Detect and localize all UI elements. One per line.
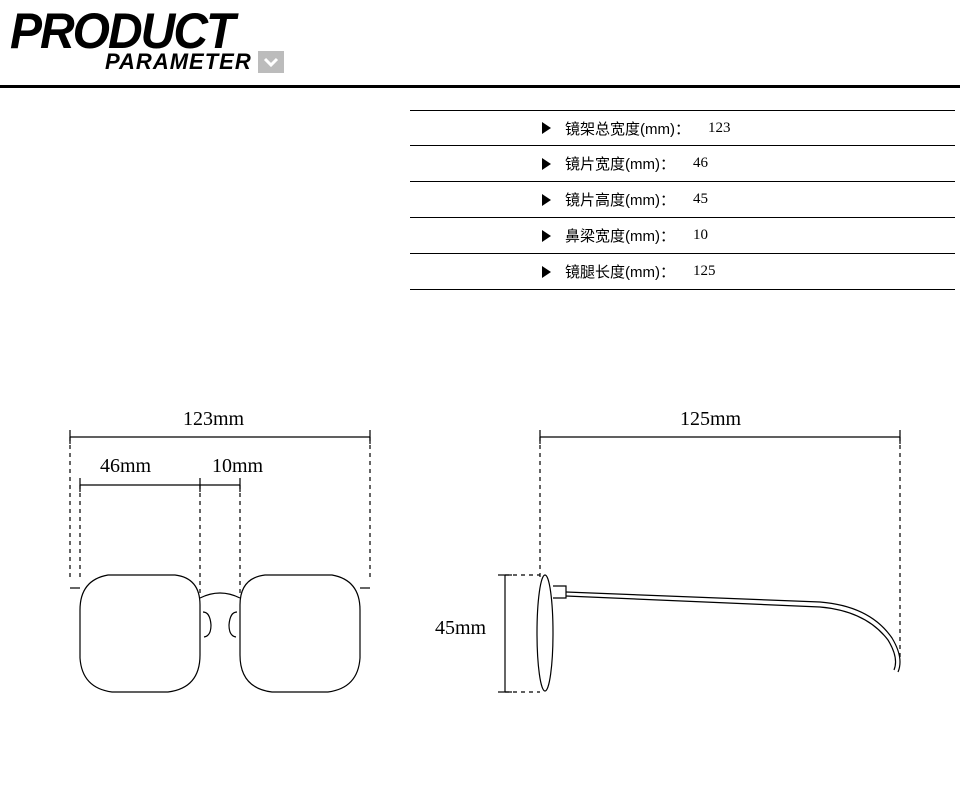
spec-value: 10 — [693, 227, 708, 244]
spec-label: 鼻梁宽度(mm)： — [565, 225, 675, 246]
dimension-diagram: 123mm 46mm 10mm 125mm 45mm — [0, 380, 960, 780]
diagram-svg — [0, 380, 960, 780]
spec-label: 镜架总宽度(mm)： — [565, 118, 690, 139]
frame-width-label: 123mm — [183, 408, 244, 431]
triangle-bullet-icon — [542, 266, 551, 278]
spec-row: 镜片高度(mm)： 45 — [410, 182, 955, 218]
bridge-width-label: 10mm — [212, 455, 263, 478]
title-product: PRODUCT — [10, 9, 960, 54]
lens-height-label: 45mm — [435, 617, 486, 640]
spec-row: 镜腿长度(mm)： 125 — [410, 254, 955, 290]
triangle-bullet-icon — [542, 158, 551, 170]
header-divider — [0, 85, 960, 88]
spec-row: 镜架总宽度(mm)： 123 — [410, 110, 955, 146]
triangle-bullet-icon — [542, 122, 551, 134]
chevron-down-icon — [258, 51, 284, 73]
spec-value: 45 — [693, 191, 708, 208]
spec-value: 46 — [693, 155, 708, 172]
spec-label: 镜片高度(mm)： — [565, 189, 675, 210]
lens-width-label: 46mm — [100, 455, 151, 478]
spec-value: 123 — [708, 120, 731, 137]
spec-label: 镜片宽度(mm)： — [565, 153, 675, 174]
spec-value: 125 — [693, 263, 716, 280]
spec-label: 镜腿长度(mm)： — [565, 261, 675, 282]
header-block: PRODUCT PARAMETER — [0, 0, 960, 75]
spec-row: 镜片宽度(mm)： 46 — [410, 146, 955, 182]
spec-table: 镜架总宽度(mm)： 123 镜片宽度(mm)： 46 镜片高度(mm)： 45… — [410, 110, 955, 290]
temple-length-label: 125mm — [680, 408, 741, 431]
triangle-bullet-icon — [542, 230, 551, 242]
spec-row: 鼻梁宽度(mm)： 10 — [410, 218, 955, 254]
triangle-bullet-icon — [542, 194, 551, 206]
